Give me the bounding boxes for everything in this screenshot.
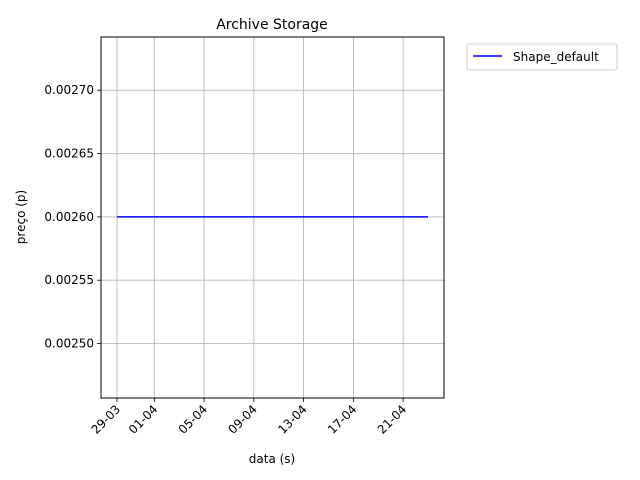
y-ticks: 0.00250 0.00255 0.00260 0.00265 0.00270 — [44, 83, 101, 351]
y-tick-label: 0.00270 — [44, 83, 94, 97]
legend-label: Shape_default — [513, 50, 599, 64]
y-axis-label: preço (p) — [14, 190, 28, 244]
y-tick-label: 0.00265 — [44, 147, 94, 161]
y-tick-label: 0.00255 — [44, 273, 94, 287]
legend: Shape_default — [466, 43, 618, 71]
chart-title: Archive Storage — [216, 17, 328, 33]
y-tick-label: 0.00250 — [44, 337, 94, 351]
x-axis-label: data (s) — [249, 452, 295, 466]
plot-frame — [100, 36, 445, 399]
y-tick-label: 0.00260 — [44, 210, 94, 224]
legend-box — [466, 43, 618, 71]
